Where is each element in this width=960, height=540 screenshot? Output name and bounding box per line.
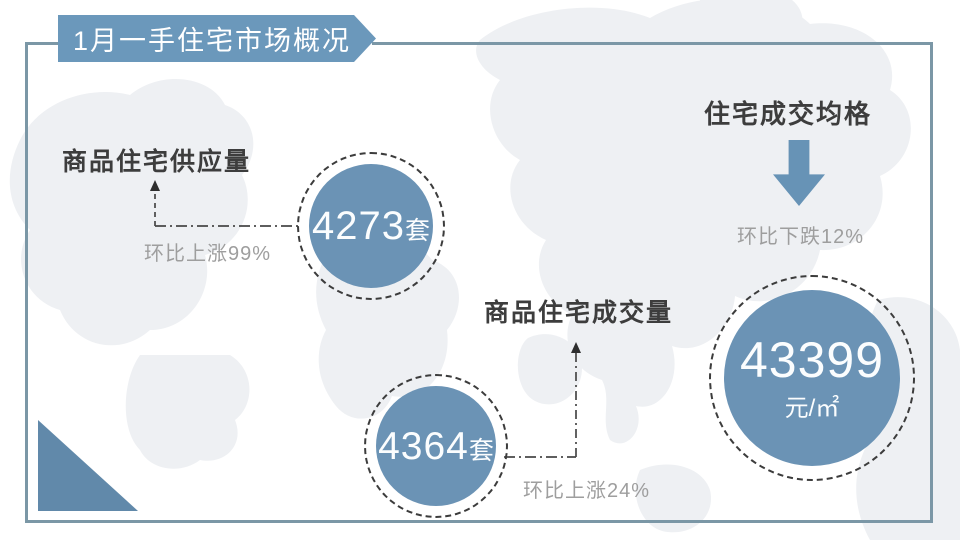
price-circle-disc: 43399 元/㎡ — [724, 290, 900, 466]
supply-unit: 套 — [404, 217, 430, 245]
price-circle: 43399 元/㎡ — [709, 275, 915, 481]
supply-circle: 4273 套 — [297, 152, 445, 300]
frame-line-top-left — [25, 42, 61, 45]
supply-value: 4273 — [312, 204, 405, 248]
supply-change-label: 环比上涨99% — [144, 243, 272, 265]
transactions-circle: 4364 套 — [364, 374, 508, 518]
transactions-heading: 商品住宅成交量 — [484, 299, 674, 327]
transactions-value: 4364 — [378, 424, 469, 468]
supply-circle-disc: 4273 套 — [309, 164, 433, 288]
title-banner: 1月一手住宅市场概况 — [58, 15, 376, 62]
frame-line-bottom — [25, 520, 933, 523]
frame-line-left — [25, 42, 28, 523]
transactions-circle-disc: 4364 套 — [376, 386, 496, 506]
price-change-label: 环比下跌12% — [737, 226, 865, 248]
price-unit: 元/㎡ — [784, 395, 840, 422]
frame-line-top-right — [372, 42, 933, 45]
price-heading: 住宅成交均格 — [704, 99, 873, 129]
price-value: 43399 — [739, 332, 885, 388]
supply-heading: 商品住宅供应量 — [62, 148, 252, 176]
transactions-change-label: 环比上涨24% — [523, 480, 651, 502]
slide-title: 1月一手住宅市场概况 — [73, 26, 352, 56]
frame-line-right — [930, 42, 933, 523]
transactions-unit: 套 — [468, 436, 494, 465]
